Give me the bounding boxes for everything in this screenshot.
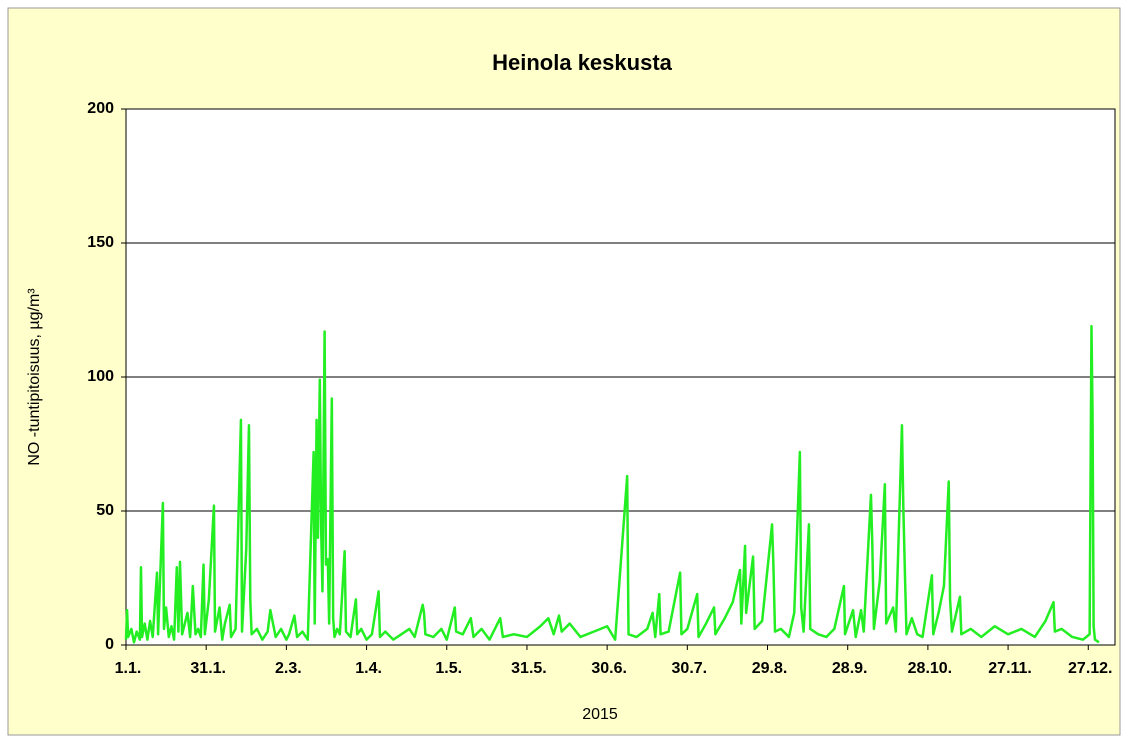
x-tick-label: 31.5. xyxy=(511,660,547,677)
x-tick-label: 30.7. xyxy=(672,660,708,677)
x-axis-label: 2015 xyxy=(582,706,618,723)
x-tick-label: 27.11. xyxy=(988,660,1032,677)
chart-title: Heinola keskusta xyxy=(492,50,673,75)
x-tick-label: 28.10. xyxy=(908,660,952,677)
x-tick-label: 27.12. xyxy=(1068,660,1112,677)
y-tick-label: 50 xyxy=(96,502,114,519)
x-tick-label: 30.6. xyxy=(591,660,627,677)
y-tick-label: 0 xyxy=(105,636,114,653)
x-tick-label: 1.1. xyxy=(115,660,142,677)
y-tick-label: 200 xyxy=(87,100,114,117)
x-tick-label: 31.1. xyxy=(190,660,226,677)
x-tick-label: 28.9. xyxy=(832,660,868,677)
x-tick-label: 29.8. xyxy=(752,660,788,677)
x-tick-label: 2.3. xyxy=(275,660,302,677)
data-line xyxy=(124,324,1100,644)
x-tick-label: 1.5. xyxy=(435,660,462,677)
x-tick-label: 1.4. xyxy=(355,660,382,677)
y-tick-label: 150 xyxy=(87,234,114,251)
y-axis-label: NO -tuntipitoisuus, µg/m³ xyxy=(26,288,43,466)
y-tick-label: 100 xyxy=(87,368,114,385)
